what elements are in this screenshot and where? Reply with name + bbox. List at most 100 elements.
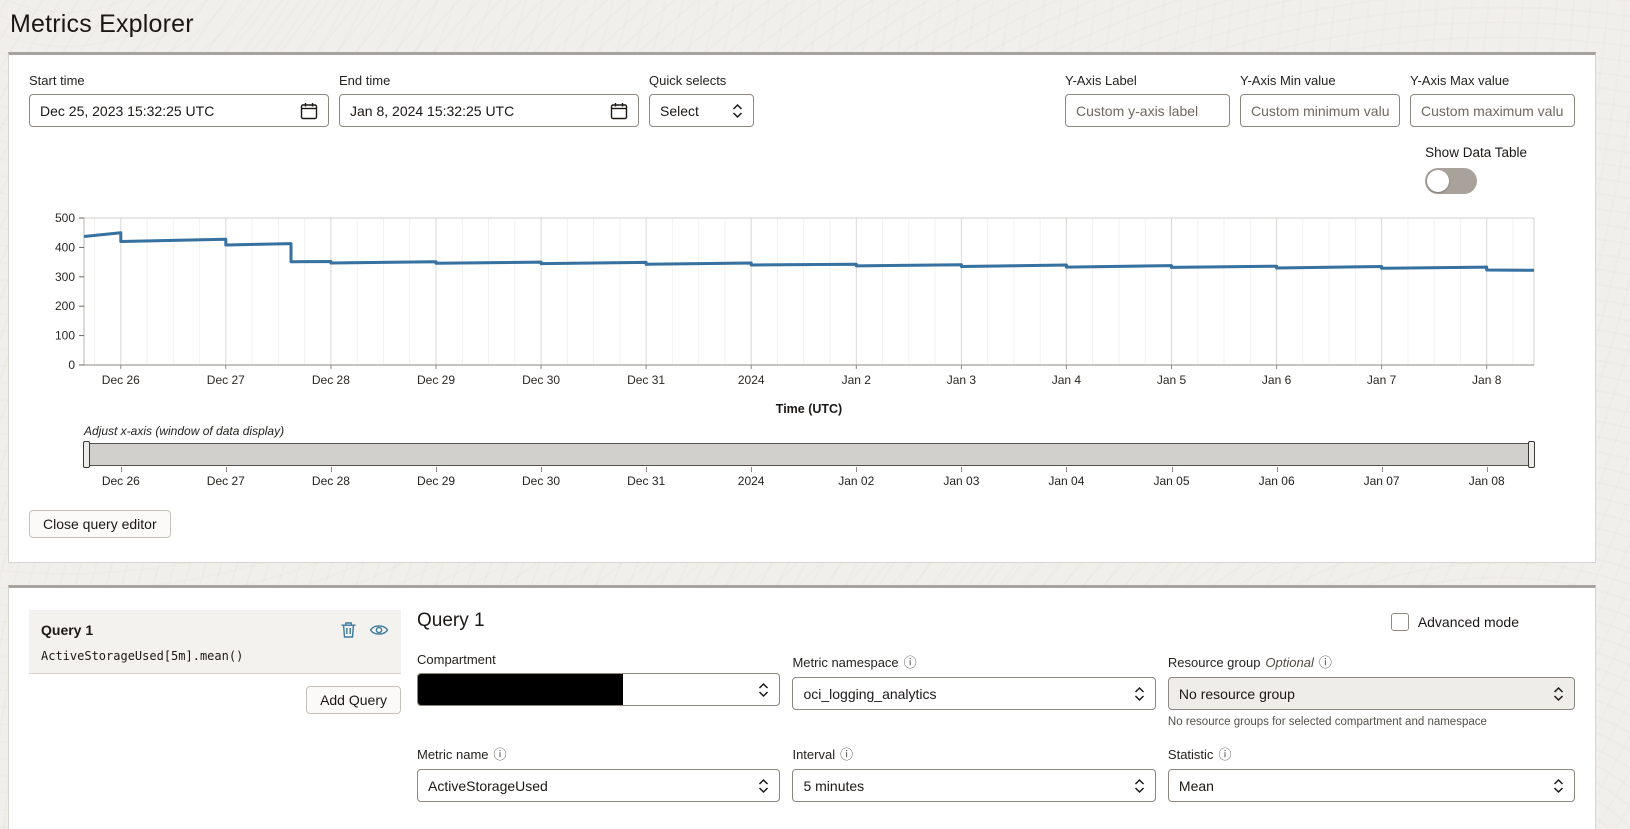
add-query-button[interactable]: Add Query	[306, 686, 401, 714]
resource-group-helper-text: No resource groups for selected compartm…	[1167, 716, 1487, 728]
y-axis-label-input[interactable]	[1076, 102, 1219, 119]
metric-name-select[interactable]: ActiveStorageUsed	[417, 769, 781, 802]
advanced-mode-control[interactable]: Advanced mode	[1390, 613, 1519, 631]
x-tick-label: Dec 29	[417, 373, 455, 387]
query-form-row-1: Compartment Metric namespace ⓘ oci_loggi…	[417, 652, 1575, 728]
slider-tick-label: Jan 06	[1258, 474, 1295, 488]
slider-tick-label: Jan 05	[1153, 474, 1190, 488]
x-tick-label: Jan 7	[1367, 373, 1397, 387]
end-time-field: End time	[339, 73, 639, 127]
metric-namespace-select[interactable]: oci_logging_analytics	[792, 677, 1156, 710]
end-time-input[interactable]	[350, 102, 602, 119]
resource-group-select[interactable]: No resource group	[1167, 677, 1575, 710]
info-icon[interactable]: ⓘ	[840, 747, 854, 762]
x-axis-slider-track[interactable]	[83, 441, 1535, 468]
chevron-updown-icon	[759, 778, 769, 793]
slider-tick-label: Dec 31	[627, 474, 666, 488]
optional-tag: Optional	[1265, 655, 1314, 670]
x-tick-label: Dec 27	[207, 373, 245, 387]
calendar-icon	[610, 102, 628, 119]
y-axis-label-label: Y-Axis Label	[1065, 73, 1137, 88]
chevron-updown-icon	[1553, 686, 1564, 701]
slider-tickmark	[1276, 467, 1278, 472]
interval-select[interactable]: 5 minutes	[792, 769, 1156, 802]
redacted-compartment-value	[418, 674, 624, 705]
info-icon[interactable]: ⓘ	[1318, 655, 1332, 670]
info-icon[interactable]: ⓘ	[1218, 747, 1232, 762]
show-data-table-row: Show Data Table	[29, 145, 1575, 194]
end-time-input-box	[339, 94, 639, 127]
y-tick-label: 400	[55, 240, 75, 254]
metrics-line-chart: 0 100 200 300 400 500 Dec 26 Dec 27 Dec 28 Dec 29…	[55, 211, 1535, 387]
x-tick-label: Dec 26	[102, 373, 140, 387]
metric-name-label: Metric name	[417, 747, 489, 762]
show-data-table-toggle[interactable]	[1425, 168, 1478, 194]
statistic-field: Statistic ⓘ Mean	[1167, 744, 1575, 802]
slider-tickmark	[436, 467, 438, 472]
x-tick-label: 2024	[738, 373, 765, 387]
quick-selects-label: Quick selects	[649, 73, 727, 88]
y-tick-label: 300	[55, 270, 75, 284]
start-time-input[interactable]	[40, 102, 292, 119]
resource-group-field: Resource group Optional ⓘ No resource gr…	[1167, 652, 1575, 728]
x-tick-label: Jan 6	[1262, 373, 1292, 387]
end-time-calendar-button[interactable]	[610, 102, 628, 120]
slider-tick-label: Jan 04	[1048, 474, 1085, 488]
slider-tickmark	[1171, 467, 1173, 472]
slider-tickmark	[225, 467, 227, 472]
x-tick-label: Jan 4	[1052, 373, 1082, 387]
slider-tickmark	[961, 467, 963, 472]
advanced-mode-checkbox[interactable]	[1390, 613, 1409, 631]
close-query-editor-button[interactable]: Close query editor	[29, 510, 171, 538]
compartment-select[interactable]	[417, 673, 781, 706]
calendar-icon	[300, 102, 318, 119]
start-time-calendar-button[interactable]	[300, 102, 318, 120]
query-list-column: Query 1 ActiveStorageUsed[5m].mean() Add…	[29, 610, 401, 822]
delete-query-button[interactable]	[328, 621, 357, 639]
chart-area: 0 100 200 300 400 500 Dec 26 Dec 27 Dec 28 Dec 29…	[29, 208, 1575, 494]
metric-namespace-field: Metric namespace ⓘ oci_logging_analytics	[792, 652, 1156, 728]
statistic-label: Statistic	[1167, 747, 1214, 762]
slider-tickmark	[751, 467, 753, 472]
slider-tick-label: Jan 02	[838, 474, 875, 488]
chart-line	[83, 231, 1535, 272]
eye-icon	[369, 625, 389, 635]
slider-left-handle[interactable]	[83, 441, 90, 468]
metric-name-field: Metric name ⓘ ActiveStorageUsed	[417, 744, 781, 802]
trash-icon	[341, 622, 356, 638]
info-icon[interactable]: ⓘ	[903, 655, 917, 670]
y-axis-min-label: Y-Axis Min value	[1240, 73, 1336, 88]
interval-label: Interval	[792, 747, 836, 762]
x-tick-label: Dec 30	[522, 373, 560, 387]
quick-selects-select[interactable]: Select	[649, 94, 754, 127]
query-form-row-2: Metric name ⓘ ActiveStorageUsed Interval…	[417, 744, 1575, 802]
query-builder-panel: Query 1 ActiveStorageUsed[5m].mean() Add…	[8, 585, 1596, 829]
start-time-input-box	[29, 94, 329, 127]
page-title: Metrics Explorer	[10, 10, 194, 38]
slider-tick-label: Jan 08	[1468, 474, 1505, 488]
chevron-updown-icon	[1553, 778, 1564, 793]
start-time-label: Start time	[29, 73, 85, 88]
slider-right-handle[interactable]	[1528, 441, 1535, 468]
y-axis-min-field: Y-Axis Min value	[1240, 73, 1400, 127]
query-expression: ActiveStorageUsed[5m].mean()	[41, 649, 244, 663]
slider-tick-label: Dec 28	[311, 474, 350, 488]
x-tick-label: Dec 28	[312, 373, 350, 387]
advanced-mode-label: Advanced mode	[1417, 614, 1519, 630]
x-tick-label: Jan 2	[842, 373, 872, 387]
slider-tickmark	[1486, 467, 1488, 472]
chevron-updown-icon	[732, 103, 743, 118]
statistic-select[interactable]: Mean	[1167, 769, 1575, 802]
metric-namespace-label: Metric namespace	[792, 655, 899, 670]
end-time-label: End time	[339, 73, 391, 88]
info-icon[interactable]: ⓘ	[493, 747, 507, 762]
y-axis-max-input[interactable]	[1421, 102, 1564, 119]
chevron-updown-icon	[759, 682, 769, 697]
show-hide-query-button[interactable]	[357, 622, 389, 638]
compartment-label: Compartment	[417, 652, 496, 667]
slider-tickmark	[646, 467, 648, 472]
x-tick-label: Jan 3	[947, 373, 977, 387]
y-axis-min-input[interactable]	[1251, 102, 1389, 119]
query-card[interactable]: Query 1 ActiveStorageUsed[5m].mean()	[29, 610, 401, 674]
y-tick-label: 0	[68, 358, 75, 372]
